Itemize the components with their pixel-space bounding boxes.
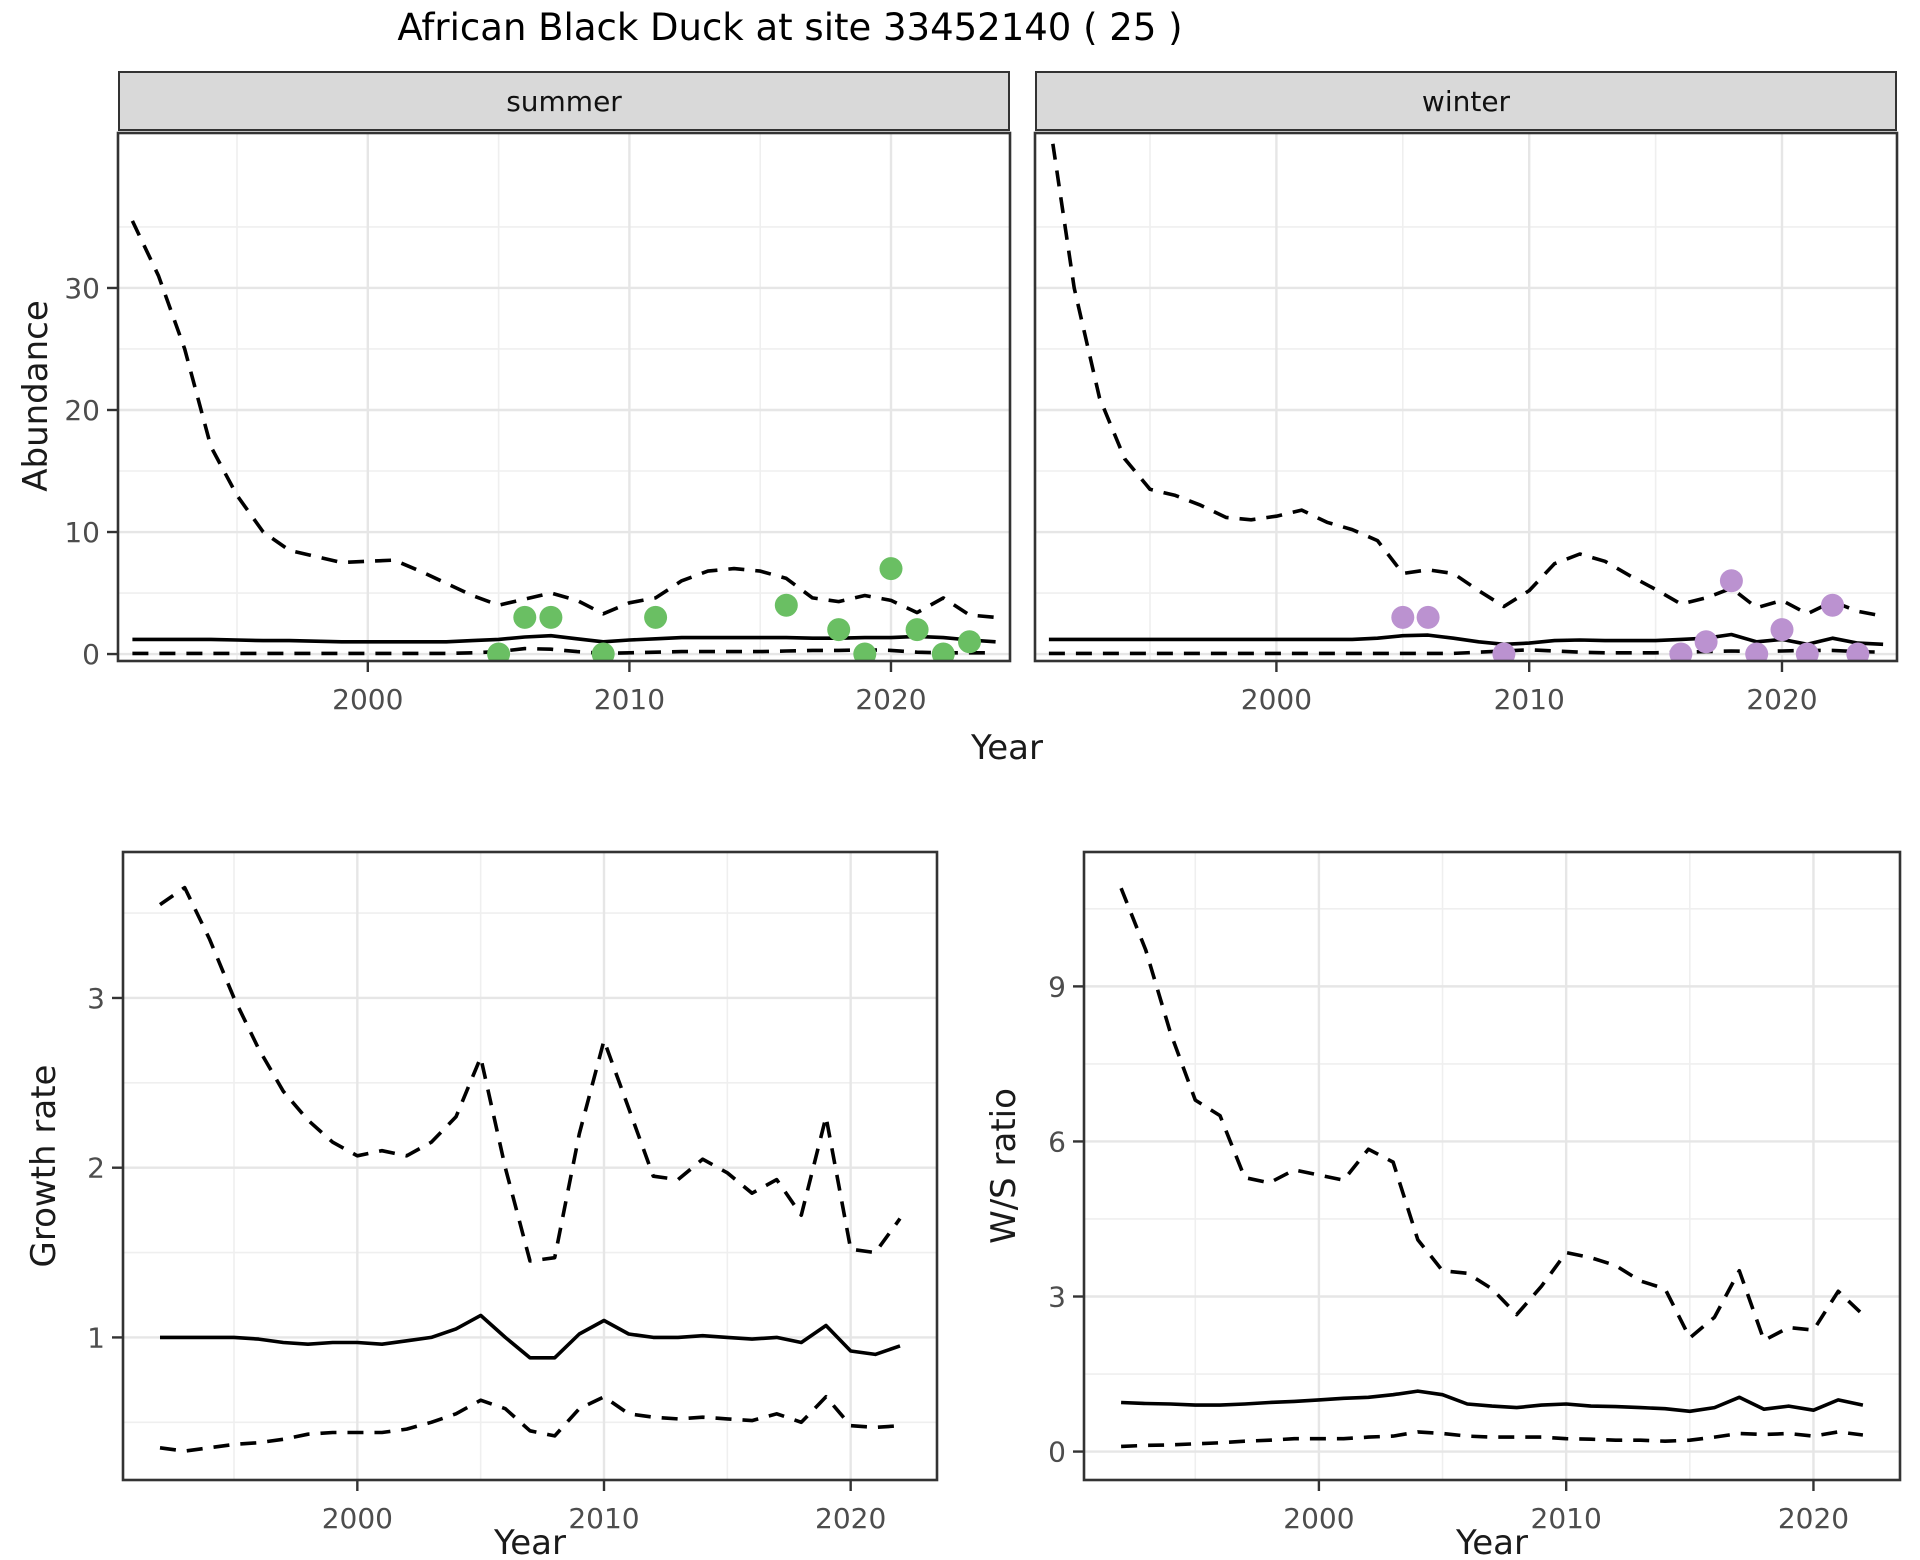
series-median — [1048, 632, 1884, 647]
x-tick-label: 2010 — [1531, 1502, 1602, 1535]
y-tick-label: 30 — [64, 272, 100, 305]
data-point — [591, 642, 615, 661]
y-tick-label: 2 — [87, 1152, 105, 1185]
panel-border — [1033, 131, 1899, 663]
series-upper_95ci — [1119, 887, 1865, 1343]
y-tick-label: 3 — [87, 982, 105, 1015]
data-point — [1821, 593, 1844, 617]
gridlines-major — [1084, 852, 1900, 1480]
y-tick-label: 1 — [87, 1321, 105, 1354]
facet-strip-winter-label: winter — [1421, 84, 1511, 118]
y-tick-label: 10 — [64, 516, 100, 549]
y-tick-label: 9 — [1048, 970, 1066, 1003]
gridlines-minor — [118, 133, 1010, 661]
series-lower_95ci — [1121, 1430, 1864, 1449]
x-tick-label: 2020 — [855, 683, 926, 716]
data-point — [1745, 642, 1769, 661]
panel-abundance-summer: 2000 2010 2020 0 10 20 30 — [64, 131, 1012, 716]
data-point — [1492, 642, 1516, 661]
x-tick-label: 2000 — [1283, 1502, 1354, 1535]
series-lower_95ci — [132, 646, 996, 656]
x-tick-label: 2000 — [332, 683, 403, 716]
gridlines-minor — [123, 852, 937, 1480]
series-layer — [158, 885, 902, 1453]
panel-ws-ratio: 2000 2010 2020 0 3 6 9 — [1048, 850, 1902, 1535]
data-point — [853, 642, 877, 661]
axis-ticks-and-labels: 2000 2010 2020 — [1241, 661, 1818, 716]
data-point — [958, 630, 981, 654]
data-points — [1391, 569, 1870, 661]
y-tick-label: 0 — [1048, 1436, 1066, 1469]
y-tick-label: 0 — [82, 638, 100, 671]
data-point — [539, 605, 563, 629]
data-point — [1694, 630, 1718, 654]
gridlines-minor — [1084, 852, 1900, 1480]
y-tick-label: 6 — [1048, 1125, 1066, 1158]
series-layer — [130, 220, 996, 661]
panel-background — [123, 852, 937, 1480]
panel-background — [1084, 852, 1900, 1480]
series-median — [1121, 1389, 1864, 1414]
x-axis-title-year-growth: Year — [494, 1523, 566, 1560]
series-layer — [1119, 887, 1865, 1449]
data-point — [1795, 642, 1819, 661]
panel-border — [121, 850, 939, 1482]
x-tick-label: 2010 — [594, 683, 665, 716]
axis-ticks-and-labels: 2000 2010 2020 1 2 3 — [87, 982, 886, 1535]
panel-background — [1035, 133, 1897, 661]
series-upper_95ci — [130, 220, 996, 620]
x-tick-label: 2020 — [815, 1502, 886, 1535]
data-point — [1391, 605, 1415, 629]
x-tick-label: 2000 — [322, 1502, 393, 1535]
y-tick-label: 3 — [1048, 1281, 1066, 1314]
gridlines-minor — [1035, 133, 1897, 661]
data-point — [879, 557, 903, 581]
y-tick-label: 20 — [64, 394, 100, 427]
data-points — [487, 557, 981, 661]
axis-ticks-and-labels: 2000 2010 2020 0 10 20 30 — [64, 272, 926, 716]
series-lower_95ci — [1048, 648, 1884, 656]
x-tick-label: 2020 — [1746, 683, 1817, 716]
gridlines-major — [123, 852, 937, 1480]
data-point — [774, 593, 798, 617]
data-point — [1719, 569, 1743, 593]
data-point — [1846, 642, 1870, 661]
data-point — [1770, 618, 1794, 642]
panel-abundance-winter: 2000 2010 2020 — [1033, 131, 1899, 716]
page-title: African Black Duck at site 33452140 ( 25… — [397, 6, 1183, 49]
data-point — [827, 618, 851, 642]
x-tick-label: 2010 — [1494, 683, 1565, 716]
data-point — [931, 642, 955, 661]
series-upper_95ci — [158, 885, 902, 1263]
x-tick-label: 2010 — [568, 1502, 639, 1535]
data-point — [644, 605, 668, 629]
panel-border — [1082, 850, 1902, 1482]
x-tick-label: 2000 — [1241, 683, 1312, 716]
x-tick-label: 2020 — [1778, 1502, 1849, 1535]
facet-strip-summer: summer — [118, 71, 1010, 131]
x-axis-title-year-ws: Year — [1456, 1523, 1528, 1560]
data-point — [513, 605, 537, 629]
data-point — [1416, 605, 1440, 629]
series-layer — [1048, 133, 1884, 661]
series-upper_95ci — [1049, 133, 1884, 618]
series-median — [160, 1313, 901, 1360]
series-lower_95ci — [159, 1395, 901, 1453]
data-point — [905, 618, 929, 642]
panel-border — [116, 131, 1012, 663]
facet-strip-winter: winter — [1035, 71, 1897, 131]
facet-strip-summer-label: summer — [506, 84, 622, 118]
panel-growth-rate: 2000 2010 2020 1 2 3 — [87, 850, 939, 1535]
data-point — [487, 642, 511, 661]
x-axis-title-year-top: Year — [971, 728, 1043, 768]
series-median — [132, 633, 996, 644]
panel-background — [118, 133, 1010, 661]
axis-ticks-and-labels: 2000 2010 2020 0 3 6 9 — [1048, 970, 1849, 1535]
data-point — [1669, 642, 1693, 661]
